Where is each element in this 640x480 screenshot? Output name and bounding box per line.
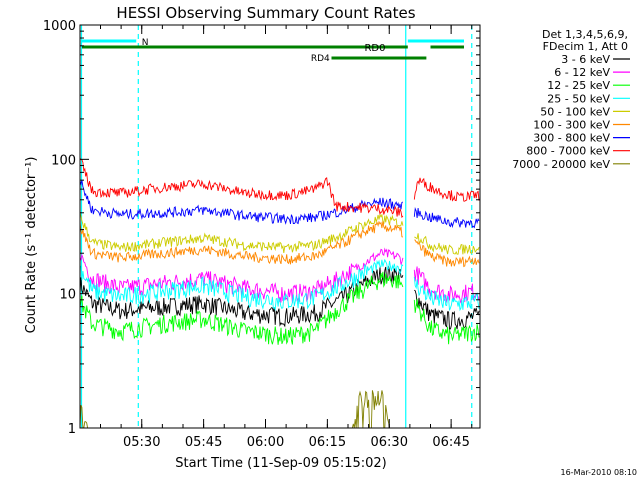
- series-layer: [79, 158, 480, 429]
- x-tick-label: 05:30: [123, 435, 160, 450]
- legend-entry-label: 25 - 50 keV: [547, 92, 610, 105]
- y-tick-label: 1: [68, 422, 76, 437]
- series-line-6: [79, 179, 480, 229]
- legend-entry-label: 12 - 25 keV: [547, 79, 610, 92]
- series-line-4: [79, 212, 480, 255]
- plot-frame: [79, 24, 481, 429]
- legend-entry-label: 300 - 800 keV: [533, 132, 610, 145]
- x-tick-label: 05:45: [185, 435, 222, 450]
- annotation-layer: N RD0 RD4: [82, 38, 464, 64]
- y-tick-label: 10: [59, 288, 76, 303]
- y-tick-label: 100: [51, 153, 76, 168]
- annotation-rd0: RD0: [364, 43, 385, 54]
- legend-entry-label: 6 - 12 keV: [554, 66, 610, 79]
- legend: Det 1,3,4,5,6,9,FDecim 1, Att 03 - 6 keV…: [512, 28, 630, 171]
- annotation-rd4: RD4: [311, 54, 330, 64]
- legend-entry-label: 50 - 100 keV: [540, 105, 610, 118]
- chart-title: HESSI Observing Summary Count Rates: [116, 4, 415, 22]
- series-line-8: [79, 390, 479, 429]
- annotation-n: N: [142, 38, 149, 48]
- series-line-3: [79, 258, 480, 312]
- series-line-7: [79, 158, 480, 219]
- x-tick-label: 06:15: [309, 435, 346, 450]
- axes: 1 10 100 1000 05:30 05:45 06:00 06:15 06:30 06:45: [43, 19, 481, 450]
- legend-entry-label: 800 - 7000 keV: [526, 145, 610, 158]
- plot-area-lines: [80, 25, 473, 428]
- series-line-2: [79, 271, 480, 345]
- legend-entry-label: 100 - 300 keV: [533, 119, 610, 132]
- legend-entry-label: 3 - 6 keV: [561, 53, 610, 66]
- x-axis-label: Start Time (11-Sep-09 05:15:02): [175, 456, 386, 471]
- legend-header: FDecim 1, Att 0: [543, 40, 628, 53]
- legend-header: Det 1,3,4,5,6,9,: [542, 28, 628, 41]
- footer-timestamp: 16-Mar-2010 08:10: [561, 468, 638, 477]
- series-line-0: [79, 266, 480, 330]
- x-tick-label: 06:45: [432, 435, 469, 450]
- y-tick-label: 1000: [43, 19, 76, 34]
- series-line-5: [79, 220, 480, 268]
- x-tick-label: 06:30: [371, 435, 408, 450]
- y-axis-label: Count Rate (s⁻¹ detector⁻¹): [24, 157, 39, 334]
- legend-entry-label: 7000 - 20000 keV: [512, 158, 610, 171]
- x-tick-label: 06:00: [247, 435, 284, 450]
